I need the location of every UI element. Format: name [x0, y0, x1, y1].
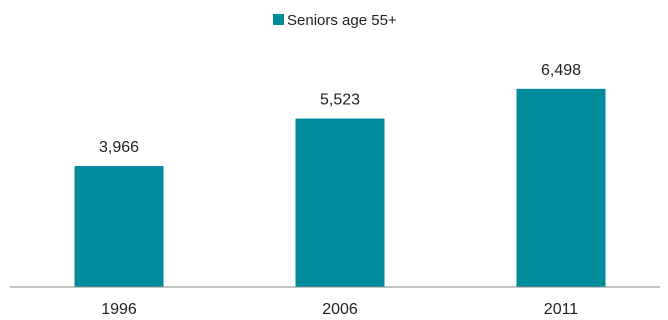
- x-tick-labels: 1996 2006 2011: [101, 301, 578, 318]
- data-labels: 3,966 5,523 6,498: [99, 62, 581, 156]
- data-label-2011: 6,498: [541, 62, 581, 79]
- data-label-2006: 5,523: [320, 92, 360, 109]
- legend-swatch: [273, 14, 284, 25]
- x-tick-2006: 2006: [322, 301, 358, 318]
- x-tick-1996: 1996: [101, 301, 137, 318]
- bar-2006: [295, 118, 385, 287]
- x-tick-2011: 2011: [544, 301, 579, 318]
- legend: Seniors age 55+: [273, 12, 397, 29]
- legend-label: Seniors age 55+: [287, 12, 397, 29]
- bars: [74, 88, 606, 288]
- data-label-1996: 3,966: [99, 139, 139, 156]
- bar-2011: [516, 88, 606, 288]
- bar-1996: [74, 166, 164, 287]
